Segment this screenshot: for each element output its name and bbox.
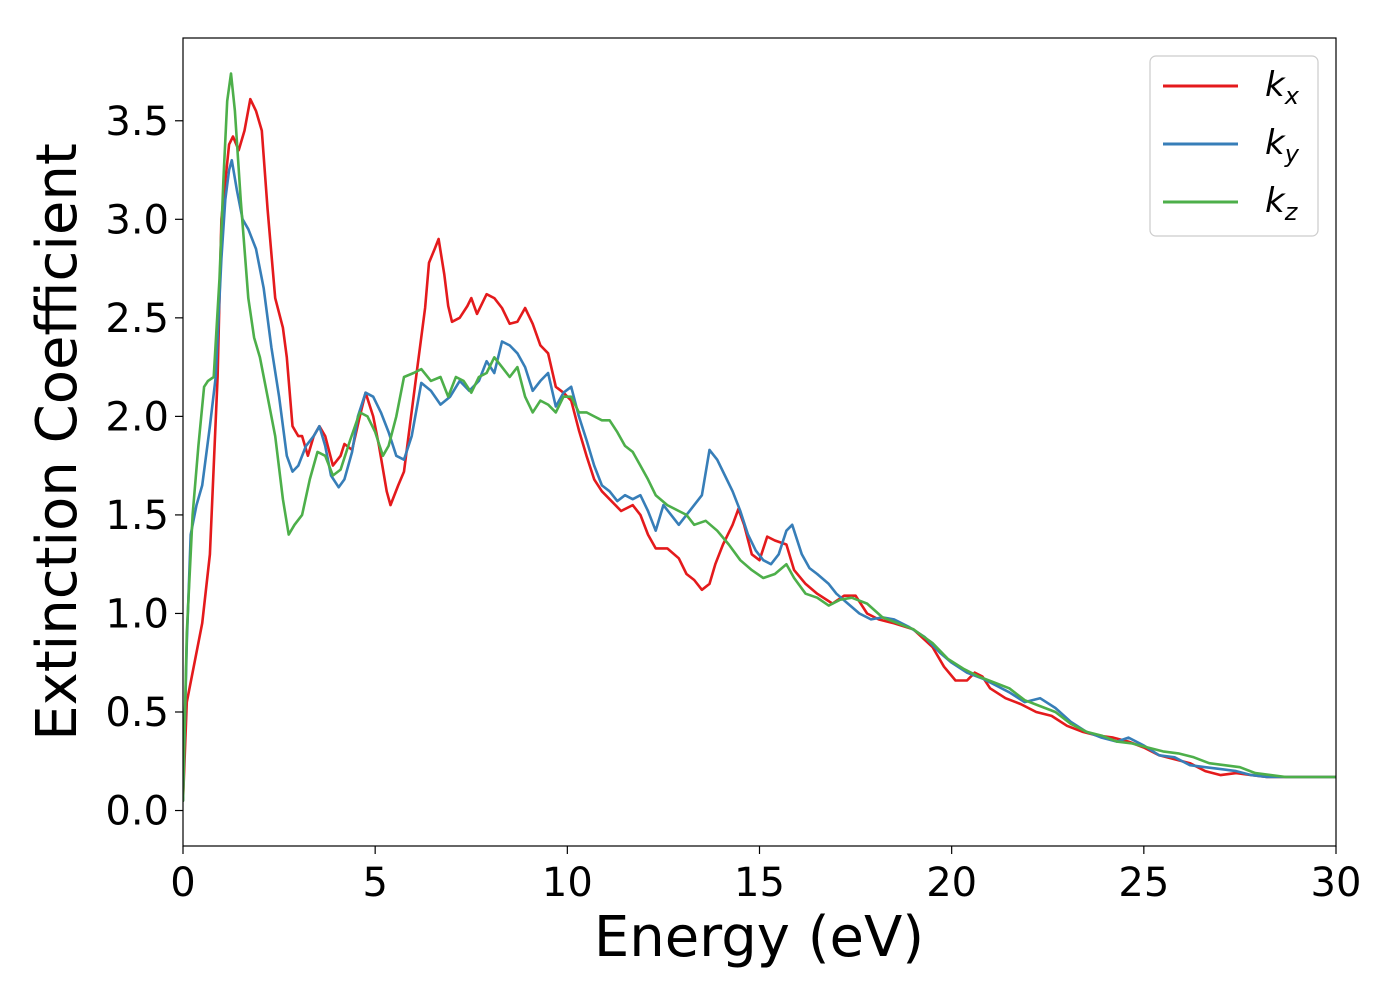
series-layer — [183, 72, 1336, 802]
x-tick-label: 0 — [170, 860, 195, 906]
series-line-kx — [183, 97, 1336, 802]
series-line-ky — [183, 158, 1336, 802]
y-tick-label: 1.0 — [105, 591, 169, 637]
legend-label-ky: ky — [1265, 123, 1300, 168]
y-tick-label: 0.5 — [105, 690, 169, 736]
y-axis-ticks: 0.0 0.5 1.0 1.5 2.0 2.5 3.0 3.5 — [105, 99, 183, 835]
x-tick-label: 15 — [734, 860, 785, 906]
x-tick-label: 5 — [362, 860, 387, 906]
y-tick-label: 1.5 — [105, 493, 169, 539]
y-tick-label: 2.0 — [105, 394, 169, 440]
y-tick-label: 2.5 — [105, 296, 169, 342]
y-axis-label: Extinction Coefficient — [25, 143, 90, 741]
y-tick-label: 0.0 — [105, 789, 169, 835]
y-tick-label: 3.5 — [105, 99, 169, 145]
x-tick-label: 30 — [1311, 860, 1362, 906]
legend: kx ky kz — [1149, 55, 1319, 237]
y-tick-label: 3.0 — [105, 197, 169, 243]
legend-label-kz: kz — [1265, 181, 1299, 226]
x-tick-label: 10 — [542, 860, 593, 906]
series-line-kz — [183, 72, 1336, 802]
x-axis-label: Energy (eV) — [594, 905, 924, 970]
x-tick-label: 20 — [926, 860, 977, 906]
x-axis-ticks: 0 5 10 15 20 25 30 — [170, 846, 1361, 906]
legend-label-kx: kx — [1265, 65, 1300, 110]
x-tick-label: 25 — [1118, 860, 1169, 906]
legend-box — [1149, 55, 1319, 237]
